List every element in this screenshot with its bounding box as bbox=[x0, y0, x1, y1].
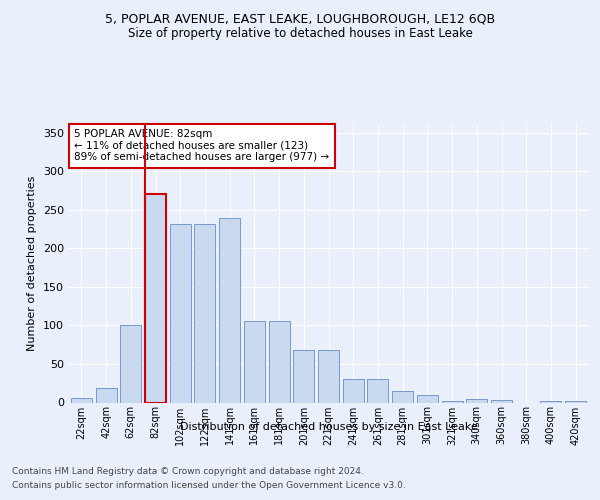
Bar bbox=[244, 321, 265, 402]
Bar bbox=[318, 350, 339, 403]
Bar bbox=[491, 400, 512, 402]
Bar bbox=[541, 401, 562, 402]
Text: Distribution of detached houses by size in East Leake: Distribution of detached houses by size … bbox=[180, 422, 478, 432]
Bar bbox=[120, 326, 141, 402]
Bar bbox=[269, 321, 290, 402]
Text: Contains public sector information licensed under the Open Government Licence v3: Contains public sector information licen… bbox=[12, 481, 406, 490]
Bar bbox=[145, 194, 166, 402]
Bar bbox=[71, 398, 92, 402]
Bar bbox=[442, 401, 463, 402]
Bar bbox=[219, 218, 240, 402]
Bar bbox=[565, 401, 586, 402]
Bar bbox=[194, 224, 215, 402]
Bar bbox=[367, 380, 388, 402]
Text: Size of property relative to detached houses in East Leake: Size of property relative to detached ho… bbox=[128, 28, 472, 40]
Bar bbox=[343, 380, 364, 402]
Text: Contains HM Land Registry data © Crown copyright and database right 2024.: Contains HM Land Registry data © Crown c… bbox=[12, 468, 364, 476]
Y-axis label: Number of detached properties: Number of detached properties bbox=[28, 176, 37, 352]
Bar bbox=[392, 391, 413, 402]
Text: 5 POPLAR AVENUE: 82sqm
← 11% of detached houses are smaller (123)
89% of semi-de: 5 POPLAR AVENUE: 82sqm ← 11% of detached… bbox=[74, 129, 329, 162]
Bar bbox=[95, 388, 116, 402]
Bar bbox=[170, 224, 191, 402]
Bar bbox=[293, 350, 314, 403]
Bar bbox=[466, 400, 487, 402]
Bar bbox=[417, 395, 438, 402]
Text: 5, POPLAR AVENUE, EAST LEAKE, LOUGHBOROUGH, LE12 6QB: 5, POPLAR AVENUE, EAST LEAKE, LOUGHBOROU… bbox=[105, 12, 495, 26]
